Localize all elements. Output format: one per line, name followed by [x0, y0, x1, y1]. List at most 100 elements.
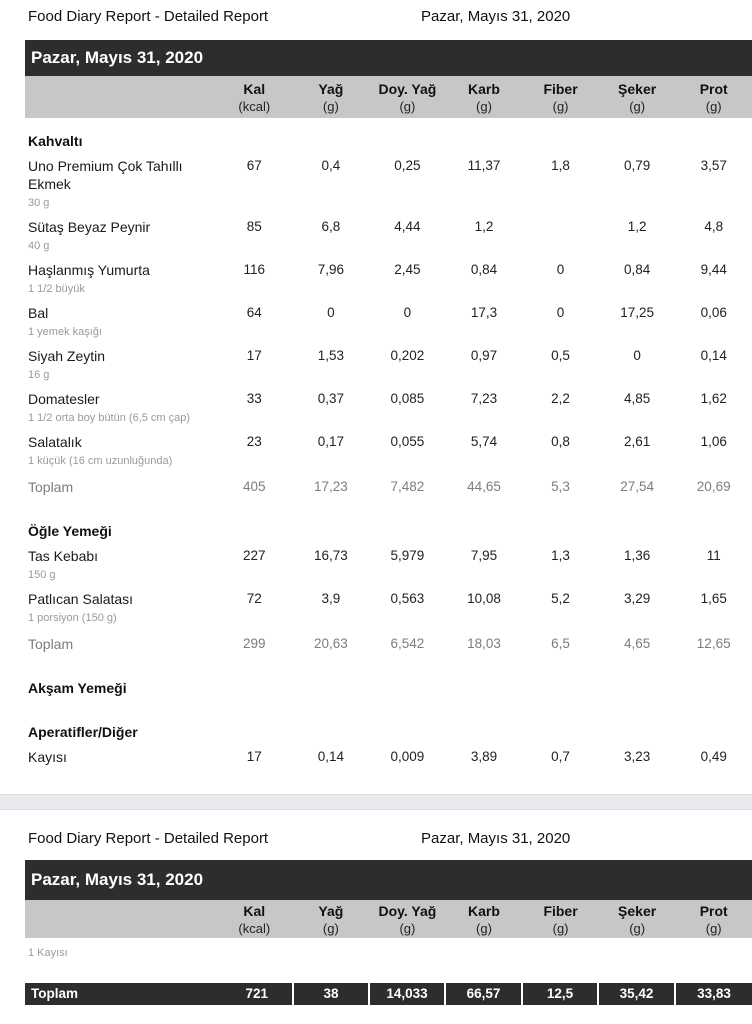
section-total-row: Toplam 405 17,23 7,482 44,65 5,3 27,54 2… — [25, 469, 752, 496]
food-row: Salatalık 1 küçük (16 cm uzunluğunda) 23… — [25, 426, 752, 469]
total-kal: 299 — [243, 636, 266, 651]
value-prot: 1,06 — [700, 434, 727, 449]
value-yag: 1,53 — [317, 348, 344, 363]
column-fiber: Fiber (g) — [543, 903, 578, 936]
value-kal: 17 — [246, 749, 262, 764]
column-prot: Prot (g) — [699, 81, 728, 114]
food-serving: 40 g — [28, 240, 50, 252]
grand-total-kal: 721 — [245, 986, 268, 1001]
value-karb: 1,2 — [474, 219, 494, 234]
food-name: Tas Kebabı — [28, 548, 99, 564]
food-serving: 16 g — [28, 369, 50, 381]
value-seker: 1,2 — [627, 219, 647, 234]
value-yag: 0,37 — [317, 391, 344, 406]
value-prot: 11 — [706, 548, 721, 563]
food-name: Haşlanmış Yumurta — [28, 262, 150, 278]
value-fiber: 0 — [556, 305, 565, 320]
value-kal: 85 — [246, 219, 262, 234]
food-serving: 1 1/2 büyük — [28, 283, 85, 295]
column-doy-yag: Doy. Yağ (g) — [378, 81, 437, 114]
food-serving: 1 yemek kaşığı — [28, 326, 102, 338]
column-yag: Yağ (g) — [318, 903, 344, 936]
grand-total-label: Toplam — [31, 986, 78, 1001]
value-yag: 16,73 — [313, 548, 348, 563]
report-header-date: Pazar, Mayıs 31, 2020 — [421, 8, 571, 25]
food-name: Uno Premium Çok Tahıllı Ekmek — [28, 158, 183, 192]
value-prot: 0,49 — [700, 749, 727, 764]
column-prot: Prot (g) — [699, 903, 728, 936]
value-doy-yag: 2,45 — [394, 262, 421, 277]
value-karb: 0,97 — [470, 348, 498, 363]
column-header-row: Kal (kcal) Yağ (g) Doy. Yağ (g) Karb (g) Fib… — [25, 900, 752, 938]
document-header: Food Diary Report - Detailed Report Paza… — [0, 810, 752, 848]
report-page-2: Food Diary Report - Detailed Report Paza… — [0, 810, 752, 1024]
food-serving: 1 küçük (16 cm uzunluğunda) — [28, 455, 173, 467]
value-yag: 6,8 — [321, 219, 341, 234]
food-serving: 1 porsiyon (150 g) — [28, 612, 117, 624]
section-title-aperatifler: Aperatifler/Diğer — [28, 724, 138, 740]
day-banner-title: Pazar, Mayıs 31, 2020 — [31, 870, 204, 889]
food-row: Bal 1 yemek kaşığı 64 0 0 17,3 0 17,25 0… — [25, 297, 752, 340]
carryover-serving: 1 Kayısı — [28, 947, 68, 959]
food-serving: 150 g — [28, 569, 56, 581]
value-kal: 116 — [243, 262, 266, 277]
food-name: Siyah Zeytin — [28, 348, 106, 364]
value-doy-yag: 0 — [403, 305, 412, 320]
value-seker: 17,25 — [620, 305, 655, 320]
total-doy-yag: 7,482 — [390, 479, 425, 494]
day-grand-total-row: Toplam 721 38 14,033 66,57 12,5 35,42 33… — [25, 983, 752, 1005]
value-fiber: 1,3 — [551, 548, 570, 563]
food-row: Haşlanmış Yumurta 1 1/2 büyük 116 7,96 2… — [25, 254, 752, 297]
column-fiber: Fiber (g) — [543, 81, 578, 114]
value-seker: 0 — [633, 348, 641, 363]
section-title-aksam-yemegi: Akşam Yemeği — [28, 680, 127, 696]
value-yag: 0,4 — [321, 158, 341, 173]
food-name: Sütaş Beyaz Peynir — [28, 219, 151, 235]
value-doy-yag: 0,563 — [390, 591, 425, 606]
value-fiber: 0,7 — [551, 749, 570, 764]
value-yag: 0,17 — [317, 434, 344, 449]
column-karb: Karb (g) — [468, 903, 500, 936]
value-doy-yag: 0,25 — [394, 158, 421, 173]
grand-total-prot: 33,83 — [676, 983, 752, 1005]
value-karb: 17,3 — [470, 305, 498, 320]
value-karb: 7,23 — [470, 391, 498, 406]
grand-total-seker: 35,42 — [599, 983, 674, 1005]
value-doy-yag: 0,202 — [390, 348, 425, 363]
value-prot: 1,65 — [700, 591, 727, 606]
column-header-row: Kal (kcal) Yağ (g) Doy. Yağ (g) Karb (g) Fib… — [25, 76, 752, 118]
value-kal: 67 — [246, 158, 262, 173]
value-karb: 0,84 — [470, 262, 498, 277]
grand-total-doy-yag: 14,033 — [370, 983, 444, 1005]
food-name: Kayısı — [28, 749, 67, 765]
value-seker: 0,79 — [623, 158, 651, 173]
document-header: Food Diary Report - Detailed Report Paza… — [0, 0, 752, 26]
value-fiber: 1,8 — [551, 158, 570, 173]
day-banner: Pazar, Mayıs 31, 2020 — [25, 40, 752, 76]
total-yag: 17,23 — [313, 479, 348, 494]
total-prot: 20,69 — [696, 479, 731, 494]
total-fiber: 5,3 — [551, 479, 570, 494]
page-break-separator — [0, 794, 752, 810]
food-row: Uno Premium Çok Tahıllı Ekmek 30 g 67 0,… — [25, 150, 752, 211]
column-kal: Kal (kcal) — [238, 903, 271, 936]
day-banner-title: Pazar, Mayıs 31, 2020 — [31, 48, 204, 67]
report-title: Food Diary Report - Detailed Report — [28, 8, 269, 25]
value-fiber: 2,2 — [551, 391, 570, 406]
food-name: Domatesler — [28, 391, 100, 407]
section-title-ogle-yemegi: Öğle Yemeği — [28, 523, 112, 539]
value-fiber: 0 — [556, 262, 565, 277]
food-serving: 30 g — [28, 197, 50, 209]
food-row: Patlıcan Salatası 1 porsiyon (150 g) 72 … — [25, 583, 752, 626]
total-prot: 12,65 — [696, 636, 731, 651]
nutrition-table: Pazar, Mayıs 31, 2020 Kal (kcal) Yağ (g) D… — [25, 40, 752, 768]
total-doy-yag: 6,542 — [390, 636, 425, 651]
value-kal: 64 — [246, 305, 262, 320]
value-seker: 0,84 — [623, 262, 651, 277]
column-kal: Kal (kcal) — [238, 81, 271, 114]
value-fiber: 0,8 — [551, 434, 570, 449]
value-prot: 9,44 — [700, 262, 727, 277]
column-seker: Şeker (g) — [618, 903, 657, 936]
total-seker: 4,65 — [623, 636, 651, 651]
total-yag: 20,63 — [313, 636, 348, 651]
